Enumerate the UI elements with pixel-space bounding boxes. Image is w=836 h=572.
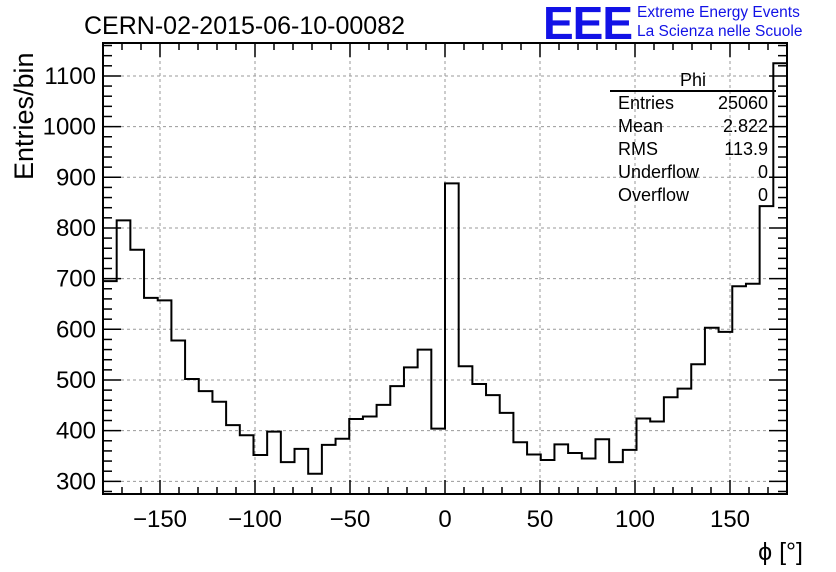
y-tick-label: 800 xyxy=(56,215,96,242)
stats-row-rms: RMS 113.9 xyxy=(610,138,776,161)
stats-label: RMS xyxy=(618,139,658,159)
x-tick-label: −150 xyxy=(133,506,187,533)
x-tick-label: 50 xyxy=(527,506,554,533)
x-tick-label: 0 xyxy=(438,506,451,533)
x-tick-label: −50 xyxy=(330,506,371,533)
chart-title: CERN-02-2015-06-10-00082 xyxy=(84,12,406,40)
stats-label: Underflow xyxy=(618,162,700,182)
y-axis-label: Entries/bin xyxy=(9,52,39,180)
stats-label: Mean xyxy=(618,116,664,136)
eee-logo: EEE xyxy=(543,0,633,49)
stats-label: Entries xyxy=(618,93,675,113)
y-tick-labels: 300 400 500 600 700 800 900 1000 1100 xyxy=(43,63,96,495)
logo-caption-line1: Extreme Energy Events xyxy=(637,4,800,21)
x-tick-labels: −150 −100 −50 0 50 100 150 xyxy=(133,506,750,533)
stats-value: 113.9 xyxy=(724,139,768,159)
y-tick-label: 1000 xyxy=(43,114,96,141)
logo-caption: Extreme Energy Events La Scienza nelle S… xyxy=(637,3,802,41)
y-tick-label: 500 xyxy=(56,367,96,394)
stats-row-entries: Entries 25060 xyxy=(610,92,776,115)
axis-ticks xyxy=(103,43,787,494)
stats-title: Phi xyxy=(610,70,776,92)
y-tick-label: 400 xyxy=(56,418,96,445)
logo-caption-line2: La Scienza nelle Scuole xyxy=(637,23,803,40)
x-tick-label: 150 xyxy=(710,506,750,533)
stats-label: Overflow xyxy=(618,185,690,205)
y-tick-label: 600 xyxy=(56,316,96,343)
y-tick-label: 1100 xyxy=(44,63,96,90)
stats-value: 0 xyxy=(757,162,768,182)
stats-value: 0 xyxy=(757,185,768,205)
stats-box: Phi Entries 25060 Mean 2.822 RMS 113.9 U… xyxy=(610,70,776,207)
stats-row-overflow: Overflow 0 xyxy=(610,184,776,207)
y-tick-label: 300 xyxy=(56,468,96,495)
y-tick-label: 900 xyxy=(56,164,96,191)
x-tick-label: −100 xyxy=(228,506,282,533)
stats-row-underflow: Underflow 0 xyxy=(610,161,776,184)
stats-value: 2.822 xyxy=(722,116,768,136)
stats-row-mean: Mean 2.822 xyxy=(610,115,776,138)
y-tick-label: 700 xyxy=(56,266,96,293)
histogram-step-line xyxy=(102,62,787,494)
stats-value: 25060 xyxy=(717,93,768,113)
x-axis-label: ϕ [°] xyxy=(758,538,803,566)
x-tick-label: 100 xyxy=(615,506,655,533)
